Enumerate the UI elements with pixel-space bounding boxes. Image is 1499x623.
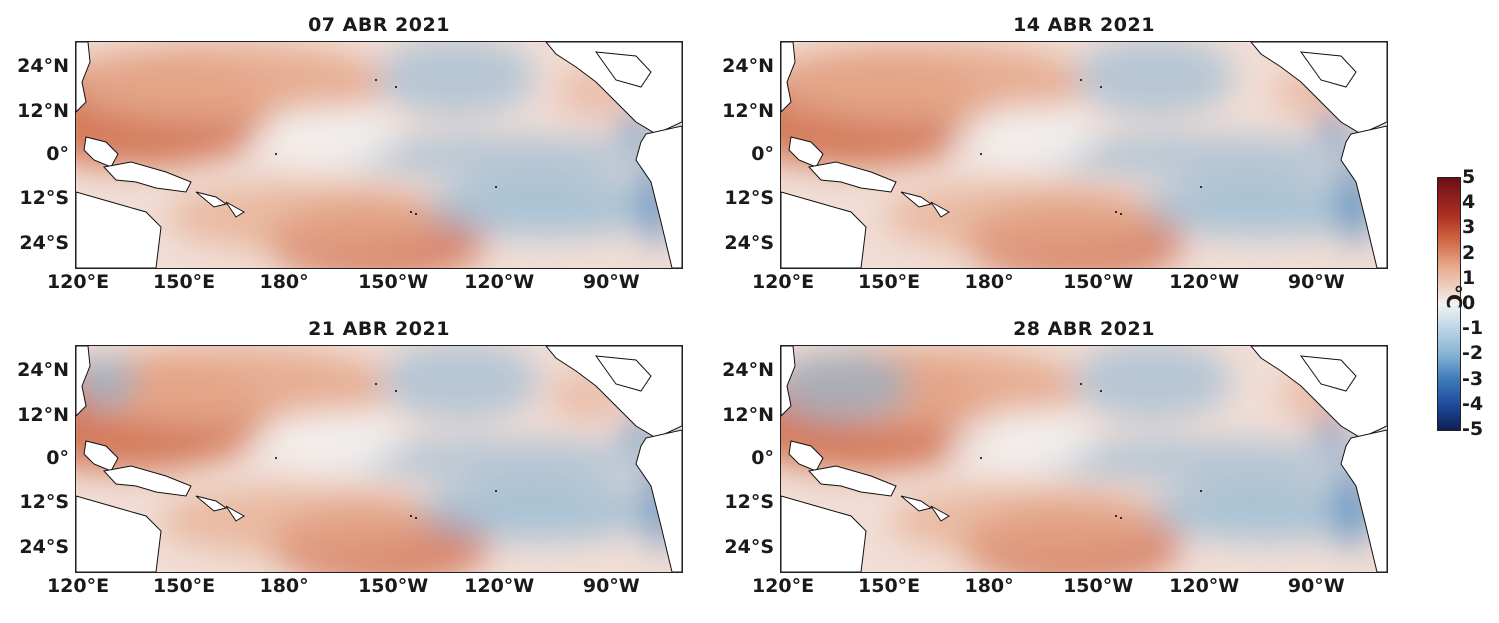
lon-tick-label: 120°E (751, 271, 815, 293)
colorbar (1437, 177, 1461, 431)
lon-tick-label: 120°W (1169, 575, 1240, 597)
lat-tick-label: 12°S (19, 187, 69, 210)
panel-title: 21 ABR 2021 (308, 318, 450, 340)
lon-tick-label: 120°W (464, 575, 535, 597)
panel-title: 07 ABR 2021 (308, 14, 450, 36)
lon-tick-label: 120°E (46, 271, 110, 293)
lat-tick-label: 0° (46, 447, 69, 470)
colorbar-tick-label: 3 (1462, 216, 1476, 239)
colorbar-tick-label: 4 (1462, 191, 1476, 214)
lon-tick-label: 120°W (464, 271, 535, 293)
lat-tick-label: 12°S (19, 491, 69, 514)
lon-tick-label: 150°W (358, 575, 429, 597)
lat-tick-label: 24°N (17, 358, 69, 381)
lon-tick-label: 120°E (46, 575, 110, 597)
sst-anomaly-map (75, 345, 683, 573)
lat-tick-label: 12°N (17, 100, 69, 123)
sst-anomaly-map (780, 345, 1388, 573)
lat-tick-label: 12°N (17, 404, 69, 427)
lat-tick-label: 12°N (722, 404, 774, 427)
colorbar-tick-label: 5 (1462, 166, 1476, 188)
sst-anomaly-map (780, 41, 1388, 269)
lat-tick-label: 0° (751, 143, 774, 166)
lon-tick-label: 150°E (153, 271, 216, 293)
panel-title: 14 ABR 2021 (1013, 14, 1155, 36)
colorbar-unit: °C (1442, 284, 1466, 309)
lon-tick-label: 90°W (582, 575, 640, 597)
lon-tick-label: 180° (964, 271, 1014, 293)
lon-tick-label: 180° (964, 575, 1014, 597)
lon-tick-label: 150°E (858, 575, 921, 597)
colorbar-tick-label: 1 (1462, 266, 1476, 289)
lon-tick-label: 180° (259, 575, 309, 597)
lat-tick-label: 24°N (722, 358, 774, 381)
lon-tick-label: 120°W (1169, 271, 1240, 293)
colorbar-tick-label: -4 (1462, 392, 1484, 415)
colorbar-tick-label: 2 (1462, 241, 1476, 264)
lon-tick-label: 150°E (153, 575, 216, 597)
lat-tick-label: 24°S (724, 232, 774, 255)
lon-tick-label: 90°W (582, 271, 640, 293)
colorbar-tick-label: -3 (1462, 367, 1484, 390)
colorbar-tick-label: -5 (1462, 418, 1484, 440)
lat-tick-label: 24°S (19, 536, 69, 559)
lon-tick-label: 90°W (1287, 575, 1345, 597)
lat-tick-label: 0° (751, 447, 774, 470)
panel-title: 28 ABR 2021 (1013, 318, 1155, 340)
lat-tick-label: 24°N (722, 54, 774, 77)
lon-tick-label: 150°E (858, 271, 921, 293)
lat-tick-label: 12°S (724, 491, 774, 514)
lon-tick-label: 120°E (751, 575, 815, 597)
lat-tick-label: 0° (46, 143, 69, 166)
lat-tick-label: 12°N (722, 100, 774, 123)
colorbar-tick-label: -2 (1462, 342, 1484, 365)
lat-tick-label: 24°S (724, 536, 774, 559)
sst-anomaly-map (75, 41, 683, 269)
lat-tick-label: 24°S (19, 232, 69, 255)
lon-tick-label: 180° (259, 271, 309, 293)
lon-tick-label: 150°W (1063, 575, 1134, 597)
lon-tick-label: 90°W (1287, 271, 1345, 293)
lon-tick-label: 150°W (1063, 271, 1134, 293)
colorbar-tick-label: -1 (1462, 317, 1484, 340)
colorbar-tick-label: 0 (1462, 292, 1476, 314)
lat-tick-label: 24°N (17, 54, 69, 77)
lon-tick-label: 150°W (358, 271, 429, 293)
lat-tick-label: 12°S (724, 187, 774, 210)
